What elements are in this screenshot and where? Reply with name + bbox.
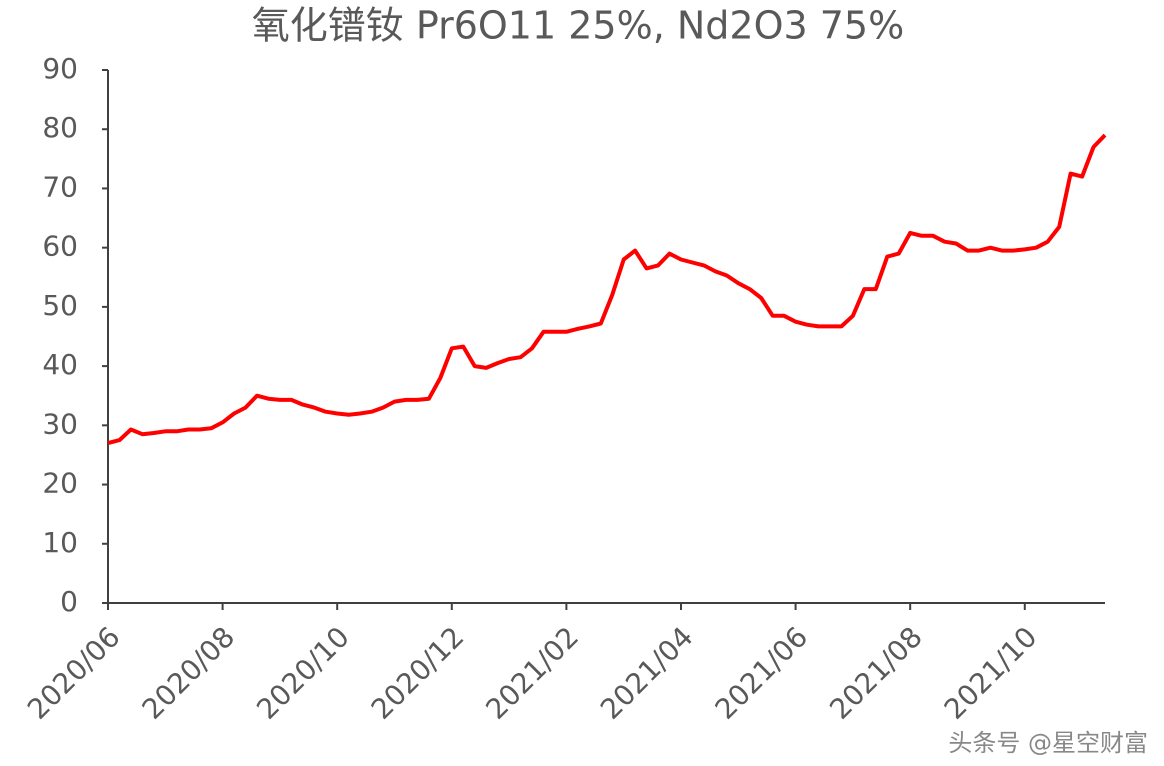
y-tick-label: 30: [42, 407, 78, 440]
x-tick-label: 2020/12: [365, 620, 471, 726]
x-tick-label: 2021/10: [938, 620, 1044, 726]
y-tick-label: 80: [42, 111, 78, 144]
x-tick-label: 2020/10: [250, 620, 356, 726]
y-tick-label: 60: [42, 230, 78, 263]
x-tick-label: 2020/08: [136, 620, 242, 726]
y-tick-label: 10: [42, 526, 78, 559]
chart-title: 氧化镨钕 Pr6O11 25%, Nd2O3 75%: [252, 4, 904, 48]
x-tick-label: 2021/06: [709, 620, 815, 726]
x-tick-label: 2020/06: [21, 620, 127, 726]
watermark: 头条号 @星空财富: [948, 729, 1148, 757]
price-line: [107, 133, 1107, 446]
x-tick-label: 2021/02: [479, 620, 585, 726]
y-tick-label: 90: [42, 52, 78, 85]
y-tick-label: 70: [42, 170, 78, 203]
x-tick-label: 2021/08: [823, 620, 929, 726]
y-tick-label: 40: [42, 348, 78, 381]
y-tick-label: 0: [60, 585, 78, 618]
x-tick-label: 2021/04: [594, 620, 700, 726]
y-tick-label: 20: [42, 467, 78, 500]
y-tick-label: 50: [42, 289, 78, 322]
